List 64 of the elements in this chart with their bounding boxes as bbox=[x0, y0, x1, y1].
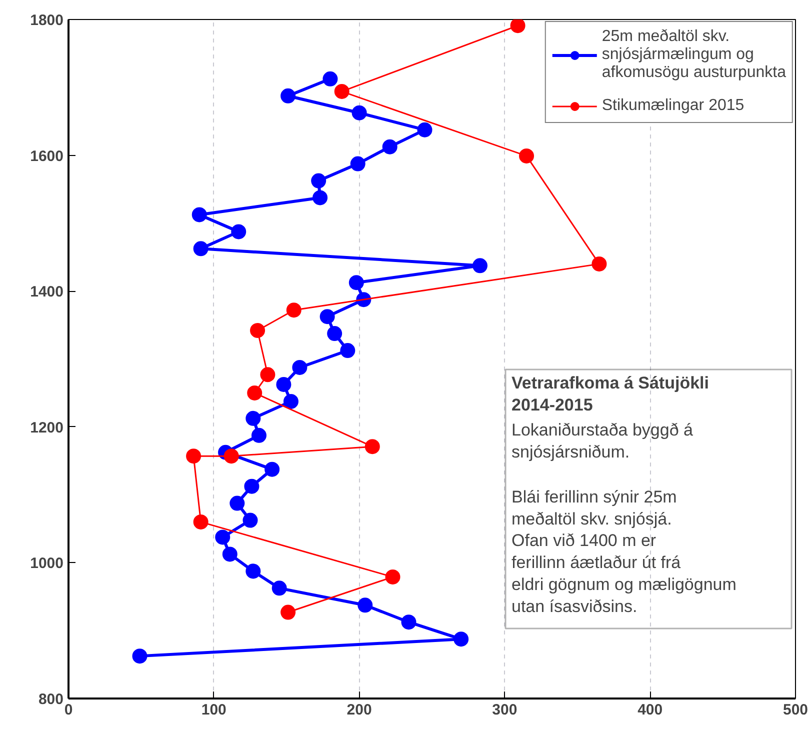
point bbox=[250, 322, 266, 338]
point bbox=[224, 448, 239, 464]
point bbox=[230, 496, 245, 511]
y-tick-label: 1800 bbox=[30, 12, 64, 29]
point bbox=[215, 530, 230, 545]
point bbox=[132, 648, 148, 664]
point bbox=[286, 302, 302, 318]
point bbox=[327, 326, 342, 342]
point bbox=[193, 241, 208, 256]
y-tick-label: 800 bbox=[38, 691, 64, 708]
point bbox=[364, 439, 380, 454]
point bbox=[311, 173, 326, 188]
point bbox=[260, 367, 276, 382]
point bbox=[283, 394, 298, 409]
point bbox=[592, 256, 607, 272]
point bbox=[352, 105, 367, 120]
x-tick-label: 100 bbox=[201, 702, 226, 718]
y-tick-label: 1400 bbox=[30, 284, 64, 301]
annotation: Lokaniðurstaða byggð á snjósjársniðum. bbox=[512, 420, 694, 462]
point bbox=[312, 190, 328, 206]
annotation: Blái ferillinn sýnir 25m meðaltöl skv. snjósjá. Ofan við 1400 m er ferillinn áætlaður út frá eldri gögnum og mæligögnum utan ísasviðsins. bbox=[512, 488, 736, 616]
point bbox=[186, 448, 202, 464]
y-tick-label: 1200 bbox=[30, 419, 64, 436]
point bbox=[519, 148, 534, 164]
x-tick-label: 300 bbox=[492, 702, 518, 718]
y-tick-label: 1000 bbox=[30, 555, 64, 572]
point bbox=[272, 580, 287, 596]
point bbox=[510, 20, 526, 34]
point bbox=[242, 512, 258, 528]
point bbox=[401, 614, 416, 630]
point bbox=[320, 309, 335, 324]
point bbox=[348, 275, 364, 290]
point bbox=[222, 546, 238, 562]
point bbox=[192, 207, 207, 222]
y-tick-label: 1600 bbox=[30, 148, 64, 165]
x-tick-label: 500 bbox=[782, 702, 808, 718]
point bbox=[246, 564, 261, 579]
point bbox=[472, 258, 488, 274]
x-tick-label: 0 bbox=[64, 702, 73, 718]
point bbox=[382, 139, 398, 154]
point bbox=[251, 428, 266, 443]
point bbox=[247, 385, 262, 400]
point bbox=[280, 88, 296, 104]
point bbox=[322, 71, 338, 86]
point bbox=[264, 462, 280, 477]
legend-label: 25m meðaltöl skv. snjósjármælingum og afkomusögu austurpunkta bbox=[602, 28, 786, 82]
point bbox=[350, 156, 366, 172]
point bbox=[244, 478, 260, 494]
point bbox=[276, 376, 292, 392]
point bbox=[246, 410, 261, 426]
point bbox=[454, 632, 469, 647]
point bbox=[334, 84, 350, 99]
x-tick-label: 400 bbox=[638, 702, 663, 718]
x-tick-label: 200 bbox=[346, 702, 372, 718]
point bbox=[280, 604, 296, 620]
legend-label: Stikumælingar 2015 bbox=[602, 97, 744, 115]
point bbox=[340, 343, 356, 358]
point bbox=[292, 360, 308, 375]
point bbox=[193, 514, 208, 530]
point bbox=[358, 598, 373, 613]
point bbox=[231, 224, 246, 240]
annotation: Vetrarafkoma á Sátujökli 2014-2015 bbox=[512, 374, 709, 414]
point bbox=[385, 569, 400, 584]
point bbox=[417, 122, 432, 138]
